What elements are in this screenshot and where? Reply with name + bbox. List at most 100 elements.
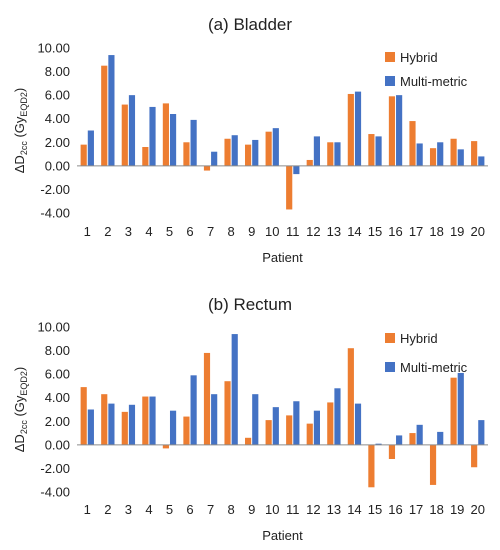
x-tick-label: 7 — [207, 224, 214, 239]
x-tick-label: 2 — [104, 502, 111, 517]
x-tick-label: 4 — [145, 224, 152, 239]
x-tick-label: 9 — [248, 224, 255, 239]
x-axis-label: Patient — [262, 528, 303, 543]
bar-hybrid-patient-9 — [245, 144, 252, 166]
bar-hybrid-patient-5 — [162, 103, 169, 166]
bar-hybrid-patient-20 — [471, 444, 478, 468]
bar-multi-metric-patient-1 — [87, 130, 94, 166]
x-tick-label: 10 — [265, 224, 279, 239]
bar-hybrid-patient-9 — [245, 437, 252, 445]
bar-hybrid-patient-16 — [388, 444, 396, 459]
bar-hybrid-patient-11 — [286, 415, 293, 445]
bar-multi-metric-patient-19 — [457, 149, 464, 166]
bar-multi-metric-patient-5 — [169, 114, 177, 166]
bar-hybrid-patient-2 — [101, 65, 108, 166]
bar-multi-metric-patient-10 — [272, 128, 279, 166]
chart-panel-bladder: (a) Bladder -4.00 -2.00 0.00 2.00 4.00 6.00 8.0… — [12, 15, 488, 265]
x-tick-label: 20 — [470, 224, 484, 239]
bar-multi-metric-patient-10 — [272, 407, 279, 445]
x-tick-label: 12 — [306, 224, 320, 239]
legend-swatch-hybrid — [385, 333, 395, 343]
y-tick-label: -2.00 — [40, 182, 70, 197]
bar-hybrid-patient-12 — [306, 423, 313, 445]
x-tick-label: 10 — [265, 502, 279, 517]
x-tick-label: 1 — [84, 502, 91, 517]
x-tick-label: 11 — [286, 502, 300, 517]
bar-multi-metric-patient-12 — [313, 136, 320, 166]
y-tick-label: 10.00 — [37, 41, 70, 56]
x-tick-label: 12 — [306, 502, 320, 517]
bar-multi-metric-patient-19 — [457, 372, 464, 445]
legend-label-hybrid: Hybrid — [400, 331, 438, 346]
legend-swatch-multi-metric — [385, 362, 395, 372]
bar-hybrid-patient-1 — [80, 144, 87, 166]
bar-hybrid-patient-10 — [265, 420, 272, 445]
x-tick-label: 3 — [125, 502, 132, 517]
bar-hybrid-patient-1 — [80, 387, 87, 445]
bar-hybrid-patient-15 — [368, 134, 375, 166]
y-tick-label: 0.00 — [45, 437, 70, 452]
y-tick-label: 8.00 — [45, 343, 70, 358]
x-tick-label: 20 — [470, 502, 484, 517]
bar-multi-metric-patient-20 — [478, 156, 485, 166]
x-tick-label: 6 — [186, 502, 193, 517]
y-tick-label: -2.00 — [40, 461, 70, 476]
y-tick-label: 2.00 — [45, 414, 70, 429]
bar-multi-metric-patient-20 — [478, 420, 485, 445]
y-tick-label: 0.00 — [45, 158, 70, 173]
bar-multi-metric-patient-12 — [313, 410, 320, 445]
y-tick-label: 2.00 — [45, 135, 70, 150]
x-tick-label: 3 — [125, 224, 132, 239]
bar-hybrid-patient-5 — [162, 444, 169, 449]
bar-hybrid-patient-2 — [101, 394, 108, 445]
bar-multi-metric-patient-17 — [416, 143, 423, 166]
bar-multi-metric-patient-14 — [354, 403, 362, 445]
x-tick-label: 17 — [409, 224, 423, 239]
legend-label-multi-metric: Multi-metric — [400, 360, 468, 375]
bar-multi-metric-patient-18 — [437, 431, 444, 445]
y-tick-label: -4.00 — [40, 206, 70, 221]
bar-multi-metric-patient-15 — [375, 136, 382, 166]
bar-multi-metric-patient-14 — [354, 91, 362, 166]
x-tick-label: 5 — [166, 502, 173, 517]
x-tick-label: 4 — [145, 502, 152, 517]
bar-multi-metric-patient-6 — [190, 375, 197, 445]
x-tick-label: 16 — [388, 502, 402, 517]
bar-multi-metric-patient-4 — [149, 106, 156, 166]
bar-multi-metric-patient-1 — [87, 409, 94, 445]
bar-multi-metric-patient-17 — [416, 424, 423, 445]
bar-multi-metric-patient-7 — [211, 394, 218, 445]
bar-multi-metric-patient-5 — [169, 410, 177, 445]
bar-multi-metric-patient-13 — [334, 388, 341, 445]
chart-panel-rectum: (b) Rectum -4.00 -2.00 0.00 2.00 4.00 6.00 8.00… — [12, 295, 488, 543]
chart-title: (a) Bladder — [208, 15, 292, 34]
bar-hybrid-patient-15 — [368, 444, 375, 488]
bar-hybrid-patient-18 — [429, 148, 437, 166]
legend-label-hybrid: Hybrid — [400, 50, 438, 65]
x-tick-label: 18 — [429, 224, 443, 239]
bar-hybrid-patient-7 — [203, 165, 211, 171]
bar-hybrid-patient-13 — [327, 402, 334, 445]
y-tick-label: 8.00 — [45, 64, 70, 79]
bar-hybrid-patient-8 — [224, 381, 231, 445]
x-tick-label: 8 — [228, 502, 235, 517]
y-tick-label: 4.00 — [45, 390, 70, 405]
x-tick-label: 19 — [450, 502, 464, 517]
bar-hybrid-patient-17 — [409, 121, 416, 166]
bar-hybrid-patient-3 — [121, 104, 128, 166]
bar-multi-metric-patient-16 — [396, 95, 403, 166]
bar-hybrid-patient-6 — [183, 142, 190, 166]
bar-hybrid-patient-13 — [327, 142, 334, 166]
chart-title: (b) Rectum — [208, 295, 292, 314]
bar-hybrid-patient-19 — [450, 377, 457, 445]
x-tick-label: 13 — [327, 502, 341, 517]
legend-swatch-hybrid — [385, 52, 395, 62]
x-tick-label: 18 — [429, 502, 443, 517]
bar-multi-metric-patient-8 — [231, 334, 238, 445]
x-tick-label: 8 — [228, 224, 235, 239]
bar-hybrid-patient-8 — [224, 138, 231, 166]
y-tick-label: 6.00 — [45, 88, 70, 103]
x-tick-label: 17 — [409, 502, 423, 517]
x-tick-label: 15 — [368, 502, 382, 517]
